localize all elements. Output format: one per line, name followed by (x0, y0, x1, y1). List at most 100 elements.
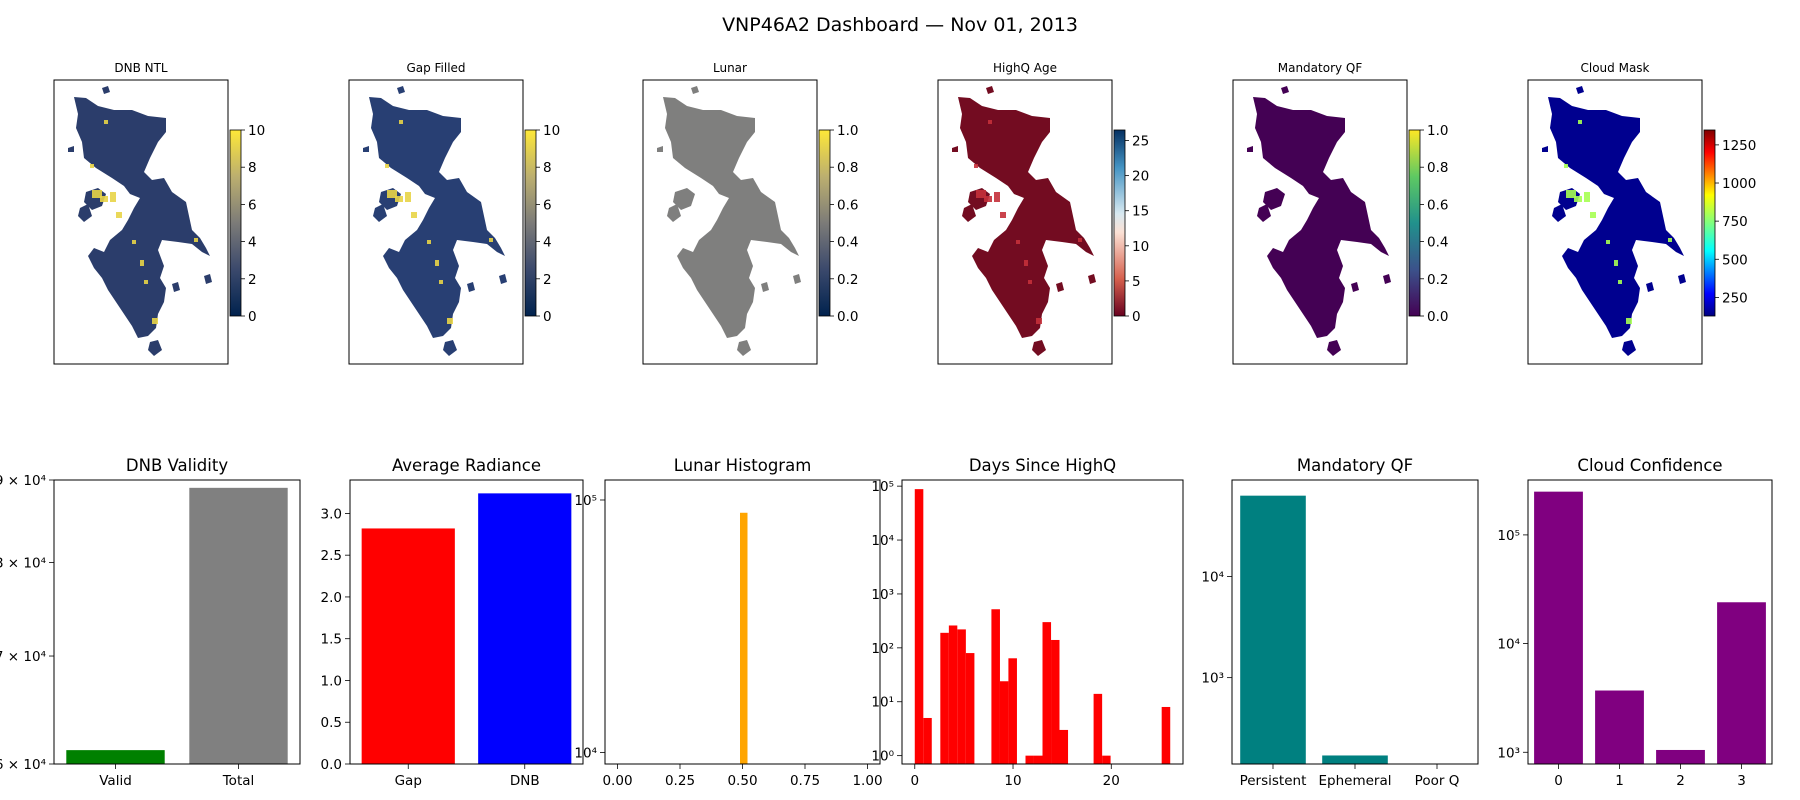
map-landmass (369, 97, 505, 338)
x-tick-label: 0 (910, 773, 919, 789)
y-tick-label: 9 × 10⁴ (0, 473, 46, 489)
bar-dnb (478, 493, 572, 764)
map-island (1678, 274, 1686, 284)
histogram-bin (1102, 755, 1111, 764)
map-island (1383, 274, 1391, 284)
map-landmass (1253, 97, 1389, 338)
histogram-bin (740, 512, 748, 764)
map-panel-2: Lunar 0.0 0.2 0.4 0.6 0.8 1.0 (642, 61, 858, 365)
map-highlight-pixels (104, 120, 108, 124)
colorbar-tick-label: 2 (543, 272, 552, 288)
map-island (1552, 204, 1566, 222)
y-tick-label: 10³ (1201, 671, 1224, 687)
histogram-bin (940, 632, 949, 764)
y-tick-label: 10² (871, 641, 894, 657)
map-island (1032, 340, 1046, 356)
map-island (1281, 86, 1289, 94)
map-highlight-pixels (110, 192, 116, 202)
colorbar-tick-label: 20 (1132, 169, 1149, 185)
colorbar-tick-label: 0 (248, 309, 257, 325)
map-landmass (663, 97, 799, 338)
histogram-bin (1042, 622, 1052, 764)
axes-frame (349, 479, 584, 765)
bar-1 (1595, 690, 1644, 764)
map-raster (363, 86, 507, 356)
chart-panel-4: Mandatory QF Persistent Ephemeral Poor Q 10³… (1201, 456, 1479, 789)
colorbar-tick-label: 0.6 (1427, 197, 1448, 213)
chart-marks (361, 493, 572, 764)
map-panel-title: DNB NTL (114, 61, 168, 75)
map-island (667, 204, 681, 222)
colorbar-tick-label: 750 (1722, 214, 1748, 230)
map-highlight-pixels (976, 190, 986, 198)
colorbar-tick-label: 15 (1132, 204, 1149, 220)
map-highlight-pixels (387, 190, 397, 198)
map-frame (348, 79, 524, 365)
map-highlight-pixels (435, 260, 439, 266)
y-tick-label: 10⁵ (574, 493, 597, 509)
y-tick-label: 0.0 (321, 757, 342, 773)
map-landmass (74, 97, 210, 338)
x-tick-label: 2 (1676, 773, 1685, 789)
x-tick-label: Ephemeral (1319, 773, 1392, 789)
map-highlight-pixels (489, 238, 493, 242)
x-tick-label: Valid (99, 773, 132, 789)
map-highlight-pixels (140, 260, 144, 266)
colorbar-tick-label: 10 (1132, 239, 1149, 255)
colorbar-tick-label: 0.4 (837, 235, 858, 251)
map-highlight-pixels (132, 240, 136, 244)
y-tick-label: 8 × 10⁴ (0, 555, 46, 571)
y-tick-label: 6 × 10⁴ (0, 757, 46, 773)
colorbar-tick-label: 1250 (1722, 138, 1756, 154)
map-highlight-pixels (1574, 196, 1582, 202)
y-tick-label: 10⁴ (574, 745, 597, 761)
chart-title: Lunar Histogram (674, 456, 812, 475)
map-island (737, 340, 751, 356)
map-highlight-pixels (1566, 190, 1576, 198)
map-frame (1527, 79, 1703, 365)
map-island (102, 86, 110, 94)
bar-valid (66, 750, 165, 764)
histogram-bin (1059, 729, 1069, 764)
colorbar-tick-label: 0.2 (837, 272, 858, 288)
histogram-bin (1051, 639, 1060, 764)
map-panel-4: Mandatory QF 0.0 0.2 0.4 0.6 0.8 1.0 (1232, 61, 1448, 365)
histogram-bin (991, 609, 1000, 764)
y-tick-label: 2.5 (321, 548, 342, 564)
histogram-bin (948, 625, 958, 764)
colorbar (524, 129, 537, 317)
colorbar-tick-label: 0.2 (1427, 272, 1448, 288)
y-tick-label: 7 × 10⁴ (0, 649, 46, 665)
chart-marks (66, 487, 288, 764)
histogram-bin (1161, 706, 1171, 764)
colorbar-tick-label: 10 (248, 123, 265, 139)
map-highlight-pixels (1590, 212, 1596, 218)
colorbar-tick-label: 0.6 (837, 197, 858, 213)
chart-marks (740, 512, 748, 764)
map-highlight-pixels (994, 192, 1000, 202)
map-island (1351, 282, 1359, 292)
x-tick-label: Poor Q (1415, 773, 1460, 789)
bar-persistent (1240, 495, 1306, 764)
bar-0 (1534, 491, 1583, 764)
map-highlight-pixels (447, 318, 453, 324)
y-tick-label: 10⁴ (1201, 570, 1224, 586)
map-landmass (958, 97, 1094, 338)
map-island (204, 274, 212, 284)
bar-2 (1656, 749, 1705, 764)
chart-title: Cloud Confidence (1577, 456, 1722, 475)
y-tick-label: 10⁵ (871, 479, 894, 495)
colorbar-tick-label: 2 (248, 272, 257, 288)
map-highlight-pixels (116, 212, 122, 218)
chart-panels: DNB Validity Valid Total 6 × 10⁴ 7 × 10⁴ 8 × … (0, 456, 1773, 789)
map-highlight-pixels (1614, 260, 1618, 266)
x-tick-label: 0 (1554, 773, 1563, 789)
map-highlight-pixels (399, 120, 403, 124)
map-panels: DNB NTL 0 2 4 6 8 10 Gap Filled 0 2 4 6 8 10 Lunar 0.0 0… (53, 61, 1756, 365)
map-raster (952, 86, 1096, 356)
x-tick-label: 0.25 (665, 773, 695, 789)
map-highlight-pixels (1578, 120, 1582, 124)
colorbar-tick-label: 1.0 (1427, 123, 1448, 139)
chart-panel-1: Average Radiance Gap DNB 0.0 0.5 1.0 1.5 2.0 2.5… (321, 456, 584, 789)
map-island (467, 282, 475, 292)
